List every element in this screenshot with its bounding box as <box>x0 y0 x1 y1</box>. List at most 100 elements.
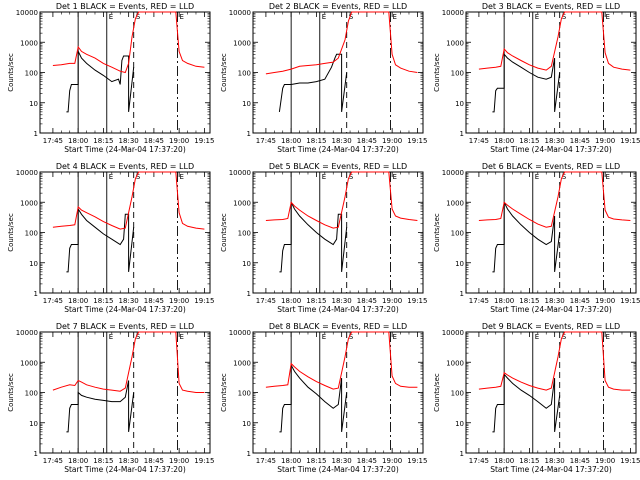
y-tick-label: 10 <box>29 260 38 268</box>
x-tick-label: 18:00 <box>68 137 88 145</box>
y-tick-label: 1000 <box>20 359 38 367</box>
x-tick-label: 18:30 <box>332 137 352 145</box>
panel-title: Det 1 BLACK = Events, RED = LLD <box>56 2 194 11</box>
y-tick-label: 10000 <box>442 169 464 177</box>
y-axis-label: Counts/sec <box>433 53 441 92</box>
y-axis-label: Counts/sec <box>7 53 15 92</box>
events-curve <box>66 380 135 433</box>
panel-title: Det 7 BLACK = Events, RED = LLD <box>56 322 194 331</box>
x-tick-label: 19:00 <box>382 297 402 305</box>
panel-title: Det 4 BLACK = Events, RED = LLD <box>56 162 194 171</box>
y-tick-label: 10 <box>242 420 251 428</box>
x-tick-label: 19:00 <box>382 457 402 465</box>
x-tick-label: 18:15 <box>93 457 113 465</box>
y-tick-label: 10000 <box>16 329 38 337</box>
y-axis-label: Counts/sec <box>220 213 228 252</box>
x-tick-label: 18:15 <box>306 297 326 305</box>
marker-s: S <box>349 333 354 341</box>
lld-curve <box>52 171 205 230</box>
y-tick-label: 10 <box>29 420 38 428</box>
y-tick-label: 1000 <box>20 199 38 207</box>
lld-curve <box>478 11 631 71</box>
events-curve <box>279 364 348 433</box>
x-tick-label: 18:45 <box>357 297 377 305</box>
x-tick-label: 18:30 <box>119 297 139 305</box>
marker-e-first: E <box>535 333 539 341</box>
x-tick-label: 17:45 <box>43 297 63 305</box>
marker-e-first: E <box>109 13 113 21</box>
panel-title: Det 3 BLACK = Events, RED = LLD <box>482 2 620 11</box>
marker-e-second: E <box>605 13 609 21</box>
y-tick-label: 10000 <box>16 169 38 177</box>
events-curve <box>492 372 561 433</box>
x-tick-label: 18:45 <box>144 297 164 305</box>
plot-frame <box>252 331 424 454</box>
y-axis-label: Counts/sec <box>7 213 15 252</box>
y-tick-label: 10000 <box>16 9 38 17</box>
plot-frame <box>39 331 211 454</box>
marker-e-second: E <box>179 13 183 21</box>
panel-title: Det 9 BLACK = Events, RED = LLD <box>482 322 620 331</box>
detector-panel-1: Det 1 BLACK = Events, RED = LLD 1 10 100 100… <box>7 2 214 154</box>
lld-curve <box>52 11 205 74</box>
detector-panel-7: Det 7 BLACK = Events, RED = LLD 1 10 100 100… <box>7 322 214 474</box>
y-axis-label: Counts/sec <box>433 213 441 252</box>
marker-e-first: E <box>535 173 539 181</box>
marker-e-first: E <box>322 13 326 21</box>
y-tick-label: 10 <box>242 260 251 268</box>
x-tick-label: 18:00 <box>494 457 514 465</box>
detector-panel-4: Det 4 BLACK = Events, RED = LLD 1 10 100 100… <box>7 162 214 314</box>
plot-frame <box>39 171 211 294</box>
marker-e-second: E <box>179 173 183 181</box>
x-tick-label: 18:30 <box>545 297 565 305</box>
plot-frame <box>252 11 424 134</box>
lld-curve <box>52 331 205 393</box>
x-tick-label: 18:00 <box>68 297 88 305</box>
y-axis-label: Counts/sec <box>7 373 15 412</box>
panel-title: Det 2 BLACK = Events, RED = LLD <box>269 2 407 11</box>
x-tick-label: 19:00 <box>595 297 615 305</box>
panel-title: Det 8 BLACK = Events, RED = LLD <box>269 322 407 331</box>
plot-frame <box>465 171 637 294</box>
x-tick-label: 17:45 <box>469 457 489 465</box>
marker-e-second: E <box>392 173 396 181</box>
y-tick-label: 100 <box>25 230 38 238</box>
y-tick-label: 10 <box>455 260 464 268</box>
x-tick-label: 19:15 <box>194 137 214 145</box>
x-tick-label: 17:45 <box>469 297 489 305</box>
x-axis-label: Start Time (24-Mar-04 17:37:20) <box>490 145 612 154</box>
x-tick-label: 17:45 <box>43 457 63 465</box>
marker-e-first: E <box>322 333 326 341</box>
x-tick-label: 19:00 <box>595 457 615 465</box>
x-tick-label: 17:45 <box>469 137 489 145</box>
x-tick-label: 18:45 <box>570 137 590 145</box>
marker-e-first: E <box>535 13 539 21</box>
lld-curve <box>265 331 418 390</box>
x-tick-label: 18:45 <box>570 457 590 465</box>
marker-e-second: E <box>605 173 609 181</box>
panel-title: Det 5 BLACK = Events, RED = LLD <box>269 162 407 171</box>
marker-e-first: E <box>109 173 113 181</box>
x-axis-label: Start Time (24-Mar-04 17:37:20) <box>277 145 399 154</box>
x-tick-label: 18:15 <box>306 457 326 465</box>
y-tick-label: 1000 <box>233 39 251 47</box>
lld-curve <box>478 331 631 391</box>
x-tick-label: 18:00 <box>68 457 88 465</box>
y-tick-label: 10 <box>29 100 38 108</box>
lld-curve <box>265 171 418 229</box>
x-tick-label: 19:15 <box>620 137 640 145</box>
y-tick-label: 100 <box>451 70 464 78</box>
x-tick-label: 18:00 <box>281 137 301 145</box>
x-tick-label: 18:00 <box>281 457 301 465</box>
detector-panel-6: Det 6 BLACK = Events, RED = LLD 1 10 100 100… <box>433 162 640 314</box>
y-tick-label: 10 <box>455 420 464 428</box>
x-tick-label: 17:45 <box>43 137 63 145</box>
marker-e-first: E <box>109 333 113 341</box>
x-axis-label: Start Time (24-Mar-04 17:37:20) <box>490 465 612 474</box>
detector-panel-2: Det 2 BLACK = Events, RED = LLD 1 10 100 100… <box>220 2 427 154</box>
x-tick-label: 18:15 <box>93 297 113 305</box>
y-tick-label: 10000 <box>229 9 251 17</box>
x-tick-label: 18:00 <box>494 137 514 145</box>
x-axis-label: Start Time (24-Mar-04 17:37:20) <box>64 145 186 154</box>
